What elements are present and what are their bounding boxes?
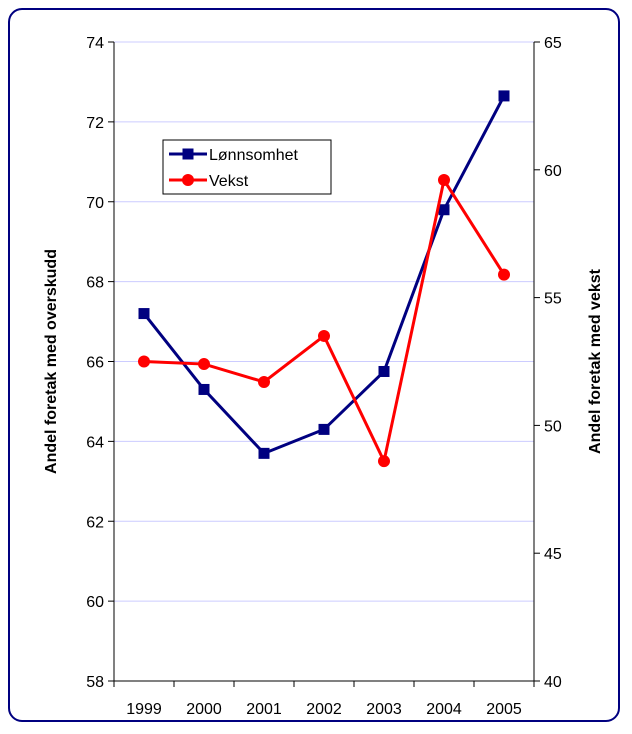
data-point-circle <box>438 174 450 187</box>
x-tick-label: 1999 <box>126 701 162 718</box>
legend-label: Vekst <box>209 173 249 190</box>
data-point-circle <box>498 268 510 281</box>
y-left-tick-label: 58 <box>86 674 104 691</box>
y-axis-left-title: Andel foretak med overskudd <box>43 249 60 474</box>
x-tick-label: 2002 <box>306 701 342 718</box>
y-axis-right-title: Andel foretak med vekst <box>587 268 604 454</box>
data-point-circle <box>138 355 150 368</box>
axes <box>108 41 540 687</box>
data-point-square <box>438 204 450 216</box>
series-line-vekst <box>143 176 506 466</box>
x-tick-label: 2000 <box>186 701 222 718</box>
gridlines <box>114 41 534 602</box>
y-left-tick-label: 72 <box>86 115 104 132</box>
tick-labels: 58 60 62 64 66 68 70 72 74 40 45 50 55 60 65 1999 2000 20… <box>86 35 562 718</box>
legend-marker-square <box>182 148 194 160</box>
legend-label: Lønnsomhet <box>209 147 298 164</box>
y-left-tick-label: 66 <box>86 355 104 372</box>
data-point-square <box>318 423 330 435</box>
x-tick-label: 2003 <box>366 701 402 718</box>
legend-marker-circle <box>182 174 194 186</box>
data-point-circle <box>378 455 390 468</box>
data-point-square <box>138 308 150 320</box>
y-right-tick-label: 65 <box>544 35 562 52</box>
legend: Lønnsomhet Vekst <box>162 139 332 195</box>
data-point-square <box>378 365 390 377</box>
y-right-tick-label: 45 <box>544 546 562 563</box>
chart-frame <box>8 8 620 722</box>
y-left-tick-label: 70 <box>86 195 104 212</box>
data-point-square <box>198 383 210 395</box>
data-point-circle <box>318 329 330 342</box>
x-tick-label: 2004 <box>426 701 462 718</box>
y-left-tick-label: 62 <box>86 514 104 531</box>
x-tick-label: 2005 <box>486 701 522 718</box>
data-point-square <box>258 447 270 459</box>
x-tick-label: 2001 <box>246 701 282 718</box>
y-left-tick-label: 68 <box>86 275 104 292</box>
y-right-tick-label: 60 <box>544 163 562 180</box>
y-right-tick-label: 40 <box>544 674 562 691</box>
series-layer <box>138 90 510 468</box>
data-point-circle <box>258 375 270 388</box>
y-right-tick-label: 50 <box>544 418 562 435</box>
y-left-tick-label: 64 <box>86 434 104 451</box>
y-right-tick-label: 55 <box>544 291 562 308</box>
data-point-square <box>498 90 510 102</box>
y-left-tick-label: 74 <box>86 35 104 52</box>
data-point-circle <box>198 358 210 371</box>
y-left-tick-label: 60 <box>86 594 104 611</box>
